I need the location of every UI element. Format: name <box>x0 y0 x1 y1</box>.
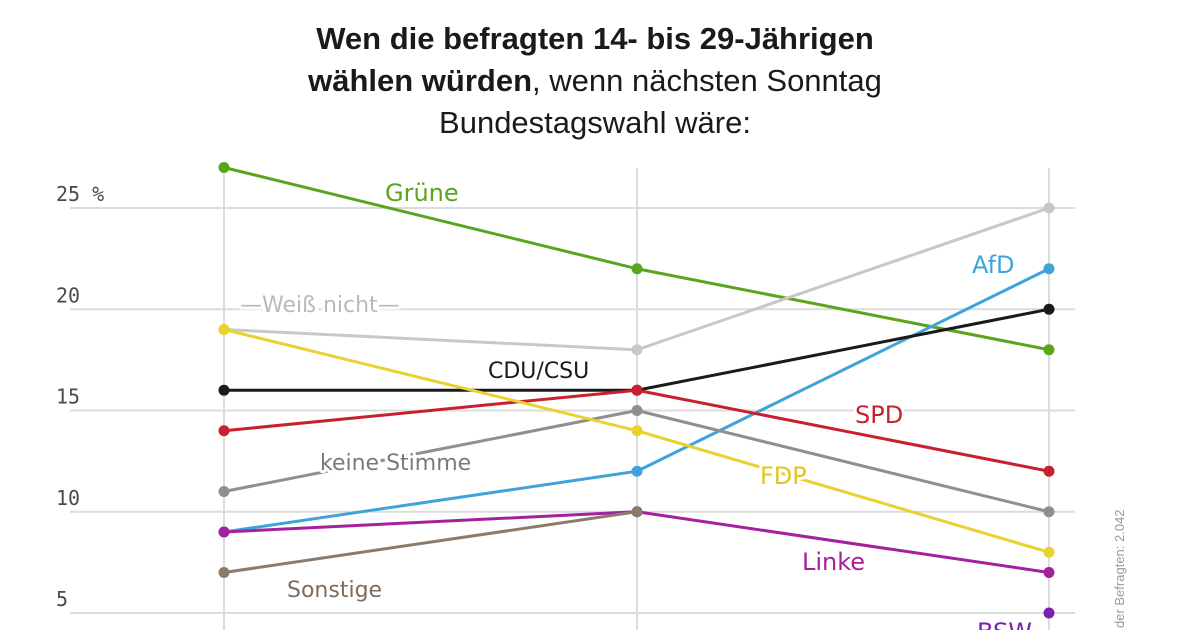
data-point <box>631 405 643 416</box>
series-label: —Weiß nicht— <box>240 293 400 318</box>
title-line-2-rest: , wenn nächsten Sonntag <box>532 63 882 98</box>
series-label: Sonstige <box>287 578 382 603</box>
data-point <box>218 567 230 578</box>
y-tick-label: 10 <box>56 486 80 510</box>
series-points <box>218 162 1055 619</box>
series-label: keine Stimme <box>320 451 471 476</box>
series-labels: Grüne —Weiß nicht— AfD CDU/CSU SPD keine Stim… <box>237 176 1035 630</box>
data-point <box>218 486 230 497</box>
data-point <box>631 425 643 437</box>
data-point <box>631 263 643 275</box>
data-point <box>631 384 643 396</box>
series-label: FDP <box>760 462 807 490</box>
y-tick-label: 20 <box>56 283 80 307</box>
series-label: BSW <box>977 618 1032 630</box>
data-point <box>1043 546 1055 558</box>
data-point <box>218 526 230 538</box>
data-point <box>218 324 230 335</box>
data-point <box>631 344 643 356</box>
y-axis-ticks: 5 10 15 20 25 % <box>56 182 104 611</box>
series-line <box>223 510 638 574</box>
data-point <box>218 425 230 437</box>
series-label: Linke <box>802 548 865 576</box>
series-label: Grüne <box>385 179 459 207</box>
series-label: AfD <box>972 251 1015 279</box>
y-tick-label: 5 <box>56 587 68 611</box>
data-point <box>1043 344 1055 356</box>
data-point <box>1043 202 1055 214</box>
data-point <box>1043 607 1055 619</box>
title-line-3: Bundestagswahl wäre: <box>439 105 751 140</box>
title-line-2-bold: wählen würden <box>308 63 533 98</box>
series-label: SPD <box>855 401 903 429</box>
data-point <box>218 162 230 173</box>
data-point <box>1043 465 1055 477</box>
chart-title: Wen die befragten 14- bis 29-Jährigen wä… <box>0 18 1190 144</box>
data-point <box>631 465 643 477</box>
title-line-1: Wen die befragten 14- bis 29-Jährigen <box>316 21 874 56</box>
y-tick-label: 15 <box>56 385 80 409</box>
y-tick-label: 25 % <box>56 182 104 206</box>
grid <box>70 168 1075 630</box>
data-point <box>1043 567 1055 578</box>
series-label: CDU/CSU <box>488 359 589 384</box>
data-point <box>631 506 643 518</box>
data-point <box>1043 303 1055 315</box>
data-point <box>218 384 230 396</box>
data-point <box>1043 263 1055 275</box>
data-point <box>1043 506 1055 518</box>
sample-size-note: der Befragten: 2.042 <box>1112 509 1127 628</box>
